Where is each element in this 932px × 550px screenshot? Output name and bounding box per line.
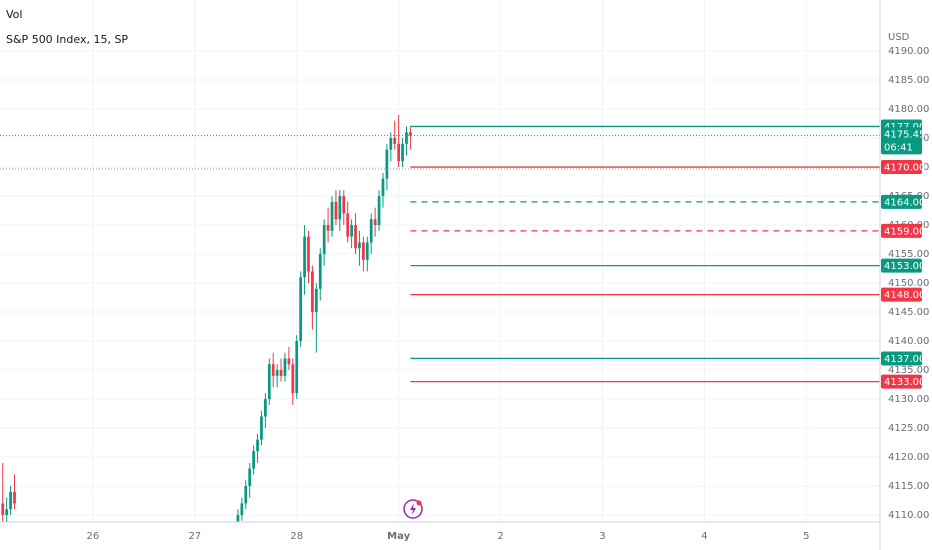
level-label-bg <box>881 160 922 175</box>
level-label: 4133.00 <box>884 377 925 388</box>
last-price-bg <box>881 127 922 155</box>
candle-body <box>381 178 385 197</box>
x-tick-label: May <box>387 531 410 542</box>
level-label-bg <box>881 374 922 389</box>
candle-body <box>267 364 271 400</box>
currency-label: USD <box>888 32 910 43</box>
candle-body <box>409 132 412 136</box>
candle-body <box>314 288 318 313</box>
candle-body <box>311 271 314 313</box>
candle-body <box>377 196 381 226</box>
y-tick-label: 4145.00 <box>888 307 929 318</box>
countdown-label: 06:41 <box>884 142 913 153</box>
x-tick-label: 5 <box>803 531 809 542</box>
candle-body <box>236 515 240 522</box>
level-label: 4148.00 <box>884 290 925 301</box>
y-tick-label: 4115.00 <box>888 481 929 492</box>
candle-body <box>299 277 303 342</box>
candle-body <box>13 491 16 504</box>
x-tick-label: 2 <box>497 531 503 542</box>
x-tick-label: 28 <box>290 531 303 542</box>
indicator-label: Vol <box>6 8 22 21</box>
candle-body <box>373 219 377 226</box>
y-tick-label: 4120.00 <box>888 452 929 463</box>
candle-body <box>385 149 389 179</box>
last-price-label: 4175.45 <box>884 129 925 140</box>
level-label: 4164.00 <box>884 197 925 208</box>
y-tick-label: 4180.00 <box>888 104 929 115</box>
candle-body <box>350 225 353 237</box>
chart-title: S&P 500 Index, 15, SP <box>6 33 128 46</box>
candle-body <box>295 341 299 394</box>
level-label-bg <box>881 287 922 302</box>
candle-body <box>354 225 357 249</box>
lightning-icon[interactable] <box>403 499 423 519</box>
y-tick-label: 4130.00 <box>888 394 929 405</box>
candle-body <box>244 486 248 504</box>
candle-body <box>291 364 295 394</box>
candle-body <box>358 242 361 249</box>
x-tick-label: 3 <box>599 531 605 542</box>
level-label: 4153.00 <box>884 261 925 272</box>
y-tick-label: 4125.00 <box>888 423 929 434</box>
candle-body <box>248 468 252 487</box>
candle-body <box>256 439 259 452</box>
candle-body <box>369 219 373 243</box>
x-tick-label: 27 <box>188 531 201 542</box>
plot-area <box>0 114 880 522</box>
y-tick-label: 4190.00 <box>888 46 929 57</box>
candle-body <box>303 236 306 278</box>
candle-body <box>322 225 326 255</box>
candle-body <box>318 254 322 289</box>
candle-body <box>401 143 404 162</box>
candle-body <box>240 503 244 516</box>
candle-body <box>397 143 401 162</box>
candle-body <box>279 370 283 376</box>
candle-body <box>393 138 397 144</box>
candle-body <box>338 196 342 220</box>
level-label: 4159.00 <box>884 226 925 237</box>
candle-body <box>326 225 330 231</box>
level-label-bg <box>881 258 922 273</box>
level-label-bg <box>881 223 922 238</box>
level-label-bg <box>881 194 922 209</box>
y-tick-label: 4185.00 <box>888 75 929 86</box>
level-label-bg <box>881 351 922 366</box>
candle-body <box>252 451 255 469</box>
candle-body <box>283 358 287 376</box>
y-tick-label: 4155.00 <box>888 249 929 260</box>
candle-body <box>361 242 365 260</box>
icon-dot[interactable] <box>416 500 422 506</box>
candle-body <box>1 503 5 516</box>
candle-body <box>307 236 310 272</box>
y-tick-label: 4135.00 <box>888 365 929 376</box>
candle-body <box>9 491 12 510</box>
level-label: 4170.00 <box>884 163 925 174</box>
candle-body <box>365 242 369 260</box>
candle-body <box>260 416 263 440</box>
axis-layer: 4110.00 4115.00 4120.00 4125.00 4130.00 4135.… <box>87 46 930 542</box>
x-tick-label: 4 <box>701 531 707 542</box>
candle-body <box>264 399 267 417</box>
y-tick-label: 4150.00 <box>888 278 929 289</box>
level-label: 4137.00 <box>884 354 925 365</box>
candle-body <box>275 370 279 376</box>
candle-body <box>342 196 346 214</box>
candle-body <box>5 509 9 516</box>
candle-body <box>405 132 408 144</box>
icon-bolt[interactable] <box>410 503 416 515</box>
grid <box>0 0 880 522</box>
y-tick-label: 4140.00 <box>888 336 929 347</box>
candle-body <box>334 201 338 220</box>
icon-ring[interactable] <box>403 499 423 519</box>
candle-body <box>330 201 334 231</box>
y-tick-label: 4110.00 <box>888 510 929 521</box>
candle-body <box>287 358 291 365</box>
x-tick-label: 26 <box>87 531 100 542</box>
candle-body <box>389 138 393 150</box>
candle-body <box>346 213 350 237</box>
candle-body <box>271 364 275 376</box>
